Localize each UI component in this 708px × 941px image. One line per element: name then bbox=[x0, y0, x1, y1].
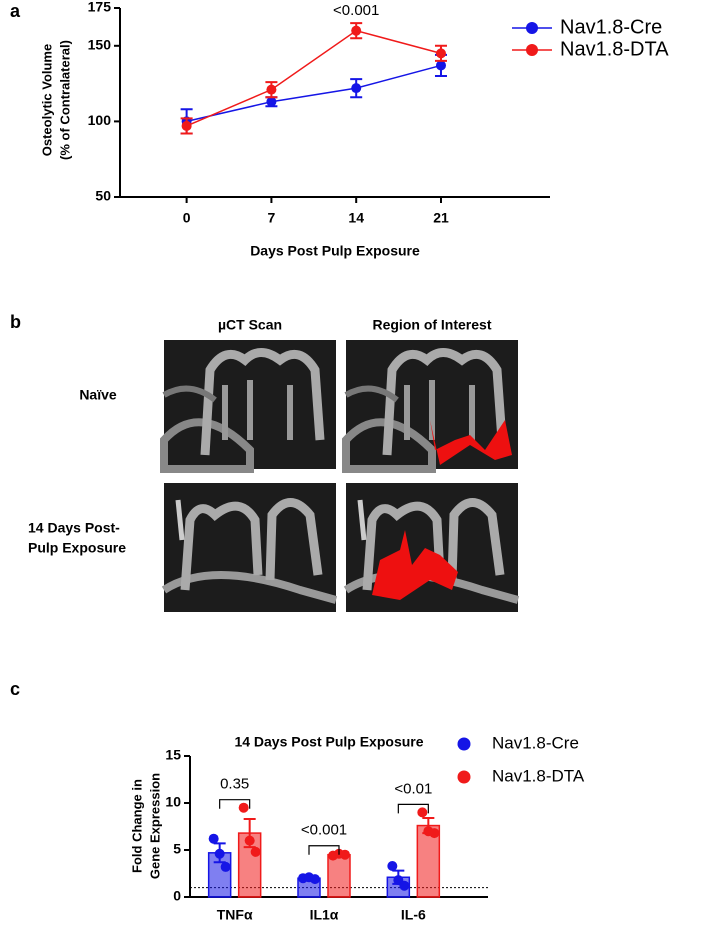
y-axis-label: Gene Expression bbox=[147, 773, 162, 879]
row-label: 14 Days Post- bbox=[28, 520, 120, 536]
y-tick-label: 15 bbox=[165, 747, 181, 763]
x-tick-label: 21 bbox=[433, 210, 449, 226]
bar bbox=[327, 853, 351, 898]
data-point bbox=[250, 846, 261, 857]
column-header: µCT Scan bbox=[218, 317, 282, 333]
panel-label: a bbox=[10, 1, 21, 21]
p-value: 0.35 bbox=[220, 776, 249, 793]
significance-bracket bbox=[219, 799, 251, 809]
legend-label: Nav1.8-Cre bbox=[560, 16, 662, 38]
p-value: <0.001 bbox=[301, 822, 347, 839]
legend-marker bbox=[457, 737, 471, 751]
row-label: Naïve bbox=[79, 387, 117, 403]
data-point bbox=[181, 120, 192, 131]
x-tick-label: IL-6 bbox=[401, 907, 426, 923]
x-tick-label: TNFα bbox=[217, 907, 253, 923]
x-tick-label: 0 bbox=[183, 210, 191, 226]
panel-label: c bbox=[10, 679, 20, 699]
y-tick-label: 0 bbox=[173, 888, 181, 904]
legend-marker bbox=[526, 22, 538, 34]
data-point bbox=[351, 25, 362, 36]
data-point bbox=[435, 48, 446, 59]
data-point bbox=[244, 835, 255, 846]
series-line bbox=[186, 29, 442, 127]
data-point bbox=[208, 833, 219, 844]
row-label: Pulp Exposure bbox=[28, 540, 126, 556]
y-axis-label: Fold Change in bbox=[129, 779, 144, 873]
data-point bbox=[220, 861, 231, 872]
legend-label: Nav1.8-DTA bbox=[560, 38, 669, 60]
y-tick-label: 10 bbox=[165, 794, 181, 810]
y-axis-label: Osteolytic Volume bbox=[39, 44, 54, 156]
data-point bbox=[429, 828, 440, 839]
data-point bbox=[266, 84, 277, 95]
data-point bbox=[417, 807, 428, 818]
data-point bbox=[435, 60, 446, 71]
significance-bracket bbox=[397, 803, 429, 814]
y-tick-label: 50 bbox=[95, 188, 111, 204]
y-tick-label: 150 bbox=[88, 37, 112, 53]
data-point bbox=[310, 874, 320, 885]
y-tick-label: 100 bbox=[88, 112, 112, 128]
data-point bbox=[214, 848, 225, 859]
data-point bbox=[351, 83, 362, 94]
x-tick-label: IL1α bbox=[310, 907, 339, 923]
data-point bbox=[340, 849, 350, 860]
y-axis-label: (% of Contralateral) bbox=[57, 40, 72, 160]
ct-images bbox=[160, 340, 518, 612]
column-header: Region of Interest bbox=[372, 317, 491, 333]
legend-marker bbox=[526, 44, 538, 56]
data-point bbox=[387, 860, 398, 871]
annotation: <0.001 bbox=[333, 2, 379, 19]
panel-label: b bbox=[10, 312, 21, 332]
legend-marker bbox=[457, 770, 471, 784]
data-point bbox=[399, 880, 410, 891]
x-axis-label: Days Post Pulp Exposure bbox=[250, 243, 420, 259]
legend-label: Nav1.8-Cre bbox=[492, 733, 579, 752]
y-tick-label: 175 bbox=[88, 0, 112, 15]
series-line bbox=[186, 64, 442, 123]
data-point bbox=[238, 802, 249, 813]
chart-title: 14 Days Post Pulp Exposure bbox=[234, 734, 423, 750]
p-value: <0.01 bbox=[394, 780, 432, 797]
x-tick-label: 14 bbox=[348, 210, 364, 226]
legend-label: Nav1.8-DTA bbox=[492, 766, 585, 785]
significance-bracket bbox=[308, 845, 340, 855]
data-point bbox=[266, 96, 277, 107]
y-tick-label: 5 bbox=[173, 841, 181, 857]
x-tick-label: 7 bbox=[268, 210, 276, 226]
